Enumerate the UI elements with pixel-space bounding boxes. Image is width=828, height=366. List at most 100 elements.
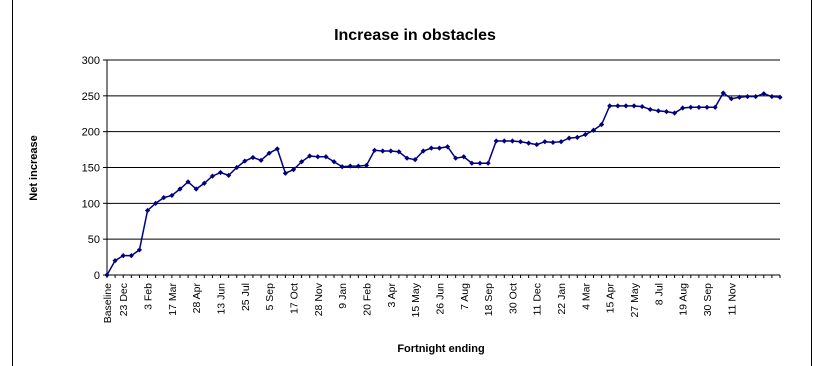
- x-tick-label: 4 Mar: [580, 283, 592, 310]
- x-tick-label: 19 Aug: [678, 283, 690, 316]
- x-tick-label: 26 Jun: [434, 283, 446, 315]
- data-point: [266, 150, 272, 156]
- data-point: [396, 149, 402, 155]
- data-point: [728, 96, 734, 102]
- data-point: [242, 158, 248, 164]
- data-point: [469, 160, 475, 166]
- data-point: [201, 180, 207, 186]
- y-tick-label: 300: [82, 55, 100, 67]
- data-point: [574, 134, 580, 140]
- chart-frame: [12, 0, 812, 366]
- data-point: [615, 103, 621, 109]
- x-tick-label: 8 Jul: [653, 283, 665, 305]
- data-point: [582, 131, 588, 138]
- data-point: [736, 94, 743, 100]
- data-point: [688, 104, 694, 110]
- data-point: [509, 138, 516, 144]
- x-tick-label: 13 Jun: [216, 283, 228, 315]
- data-point: [647, 106, 653, 113]
- data-point: [566, 135, 572, 141]
- data-point: [234, 164, 240, 171]
- data-point: [315, 154, 321, 160]
- data-point: [104, 272, 110, 278]
- data-point: [380, 148, 386, 154]
- x-tick-label: 30 Sep: [702, 283, 714, 316]
- x-tick-label: 17 Mar: [167, 283, 179, 316]
- x-tick-label: 3 Feb: [143, 283, 155, 310]
- data-point: [388, 148, 394, 154]
- data-point: [501, 138, 507, 144]
- data-point: [128, 253, 134, 259]
- data-point: [542, 139, 548, 145]
- x-tick-label: Baseline: [102, 283, 114, 323]
- data-point: [485, 160, 491, 166]
- data-point: [453, 155, 459, 161]
- data-point: [526, 140, 532, 146]
- y-tick-label: 200: [82, 127, 100, 139]
- data-point: [590, 127, 597, 133]
- data-point: [599, 121, 605, 128]
- data-point: [558, 139, 564, 145]
- y-tick-label: 0: [94, 270, 100, 282]
- data-point: [720, 90, 726, 96]
- x-tick-label: 9 Jan: [337, 283, 349, 309]
- y-tick-label: 50: [88, 234, 100, 246]
- data-point: [493, 138, 499, 144]
- data-point: [477, 160, 483, 166]
- gridlines: [107, 59, 780, 240]
- y-tick-label: 100: [82, 198, 100, 210]
- x-tick-label: 23 Dec: [118, 283, 130, 316]
- data-point: [193, 186, 199, 192]
- series-line: [106, 91, 781, 276]
- x-tick-label: 3 Apr: [386, 283, 398, 308]
- data-point: [671, 110, 678, 116]
- data-point: [112, 258, 118, 264]
- data-point: [290, 167, 297, 173]
- data-point: [363, 162, 370, 168]
- data-point: [639, 103, 645, 110]
- y-tick-label: 250: [82, 91, 100, 103]
- data-point: [144, 207, 151, 214]
- x-axis-label: Fortnight ending: [397, 343, 484, 355]
- data-point: [153, 200, 159, 206]
- data-point: [185, 179, 191, 185]
- x-tick-label: 30 Oct: [507, 283, 519, 314]
- series-net-increase: [104, 90, 783, 278]
- data-point: [282, 170, 288, 176]
- x-tick-label: 20 Feb: [361, 283, 373, 316]
- x-tick-label: 5 Sep: [264, 283, 276, 311]
- data-point: [769, 93, 775, 100]
- data-point: [712, 104, 718, 110]
- data-point: [404, 155, 410, 161]
- x-tick-label: 11 Dec: [532, 283, 544, 316]
- x-tick-label: 27 May: [629, 282, 641, 317]
- data-point: [339, 164, 345, 170]
- data-point: [631, 103, 637, 109]
- data-point: [355, 163, 361, 169]
- x-tick-label: 15 Apr: [605, 282, 617, 313]
- data-point: [412, 157, 418, 163]
- data-point: [371, 147, 378, 153]
- data-point: [347, 163, 353, 169]
- data-point: [169, 192, 175, 199]
- data-point: [323, 154, 329, 160]
- x-tick-label: 18 Sep: [483, 283, 495, 316]
- data-point: [299, 159, 305, 165]
- data-point: [655, 108, 661, 114]
- x-tick-label: 22 Jan: [556, 283, 568, 315]
- data-point: [209, 173, 216, 179]
- x-tick-label: 15 May: [410, 282, 422, 317]
- data-point: [744, 93, 751, 100]
- data-point: [663, 109, 670, 115]
- data-point: [307, 153, 313, 159]
- x-tick-label: 7 Aug: [459, 283, 471, 310]
- data-point: [753, 93, 759, 100]
- data-point: [550, 139, 556, 146]
- y-ticks: 0 50 100 150 200 250 300: [82, 55, 107, 282]
- data-point: [623, 103, 629, 109]
- data-point: [696, 104, 702, 110]
- data-point: [226, 172, 232, 178]
- chart-title: Increase in obstacles: [334, 27, 496, 44]
- data-point: [436, 145, 443, 151]
